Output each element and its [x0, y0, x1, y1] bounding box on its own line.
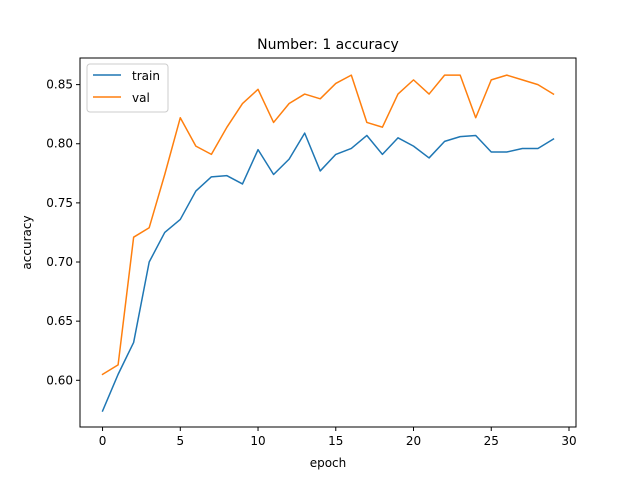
y-tick-label: 0.85 [46, 78, 73, 92]
y-axis-ticks: 0.60 0.65 0.70 0.75 0.80 0.85 [46, 78, 80, 387]
plot-frame [79, 57, 577, 428]
x-tick-label: 15 [328, 434, 343, 448]
y-tick-label: 0.75 [46, 196, 73, 210]
x-tick-label: 20 [406, 434, 421, 448]
x-tick-label: 5 [176, 434, 184, 448]
x-tick-label: 25 [484, 434, 499, 448]
y-tick-label: 0.80 [46, 137, 73, 151]
legend-box [86, 63, 169, 113]
x-axis-ticks: 0 5 10 15 20 25 30 [99, 427, 577, 448]
x-tick-label: 10 [250, 434, 265, 448]
y-tick-label: 0.65 [46, 314, 73, 328]
x-tick-label: 30 [561, 434, 576, 448]
legend-val-label: val [132, 91, 150, 105]
y-tick-label: 0.60 [46, 373, 73, 387]
y-axis-label: accuracy [20, 215, 34, 269]
chart-title: Number: 1 accuracy [257, 37, 399, 53]
train-series-line [101, 132, 555, 413]
legend: train val [86, 63, 169, 113]
x-axis-label: epoch [310, 456, 347, 470]
legend-train-label: train [132, 69, 160, 83]
x-tick-label: 0 [99, 434, 107, 448]
val-series-line [101, 74, 555, 376]
y-tick-label: 0.70 [46, 255, 73, 269]
